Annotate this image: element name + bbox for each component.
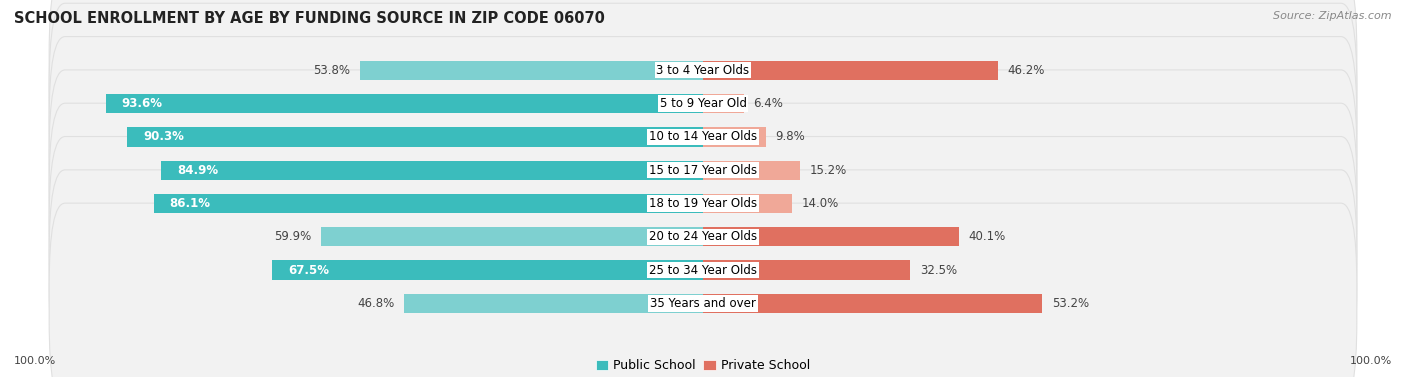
Bar [405, 294, 703, 313]
Text: 59.9%: 59.9% [274, 230, 311, 243]
Text: 100.0%: 100.0% [1350, 356, 1392, 366]
Text: 90.3%: 90.3% [143, 130, 184, 143]
Text: 14.0%: 14.0% [801, 197, 839, 210]
Text: 53.8%: 53.8% [314, 64, 350, 77]
Text: 15 to 17 Year Olds: 15 to 17 Year Olds [650, 164, 756, 177]
Bar [703, 127, 765, 147]
Text: 18 to 19 Year Olds: 18 to 19 Year Olds [650, 197, 756, 210]
Text: 86.1%: 86.1% [170, 197, 211, 210]
FancyBboxPatch shape [49, 70, 1357, 270]
Text: 40.1%: 40.1% [969, 230, 1005, 243]
Text: 15.2%: 15.2% [810, 164, 846, 177]
Text: 53.2%: 53.2% [1052, 297, 1090, 310]
Text: 10 to 14 Year Olds: 10 to 14 Year Olds [650, 130, 756, 143]
Bar [127, 127, 703, 147]
Bar [321, 227, 703, 247]
Text: 84.9%: 84.9% [177, 164, 218, 177]
Text: 9.8%: 9.8% [775, 130, 804, 143]
Bar [162, 161, 703, 180]
Text: 100.0%: 100.0% [14, 356, 56, 366]
Bar [703, 227, 959, 247]
Text: 32.5%: 32.5% [920, 264, 957, 277]
FancyBboxPatch shape [49, 170, 1357, 371]
Text: 3 to 4 Year Olds: 3 to 4 Year Olds [657, 64, 749, 77]
Text: 6.4%: 6.4% [754, 97, 783, 110]
Bar [273, 261, 703, 280]
Legend: Public School, Private School: Public School, Private School [591, 354, 815, 377]
FancyBboxPatch shape [49, 203, 1357, 377]
FancyBboxPatch shape [49, 3, 1357, 204]
Text: 35 Years and over: 35 Years and over [650, 297, 756, 310]
Bar [153, 194, 703, 213]
Text: 25 to 34 Year Olds: 25 to 34 Year Olds [650, 264, 756, 277]
Text: 46.2%: 46.2% [1007, 64, 1045, 77]
Bar [105, 94, 703, 113]
FancyBboxPatch shape [49, 103, 1357, 304]
Bar [703, 261, 910, 280]
Text: 20 to 24 Year Olds: 20 to 24 Year Olds [650, 230, 756, 243]
Text: Source: ZipAtlas.com: Source: ZipAtlas.com [1274, 11, 1392, 21]
Text: 5 to 9 Year Old: 5 to 9 Year Old [659, 97, 747, 110]
Bar [703, 161, 800, 180]
Text: 46.8%: 46.8% [357, 297, 395, 310]
Bar [703, 194, 793, 213]
Bar [360, 61, 703, 80]
Bar [703, 61, 998, 80]
Text: 67.5%: 67.5% [288, 264, 329, 277]
Bar [703, 294, 1042, 313]
FancyBboxPatch shape [49, 136, 1357, 337]
FancyBboxPatch shape [49, 0, 1357, 170]
FancyBboxPatch shape [49, 37, 1357, 237]
Text: 93.6%: 93.6% [122, 97, 163, 110]
Text: SCHOOL ENROLLMENT BY AGE BY FUNDING SOURCE IN ZIP CODE 06070: SCHOOL ENROLLMENT BY AGE BY FUNDING SOUR… [14, 11, 605, 26]
Bar [703, 94, 744, 113]
